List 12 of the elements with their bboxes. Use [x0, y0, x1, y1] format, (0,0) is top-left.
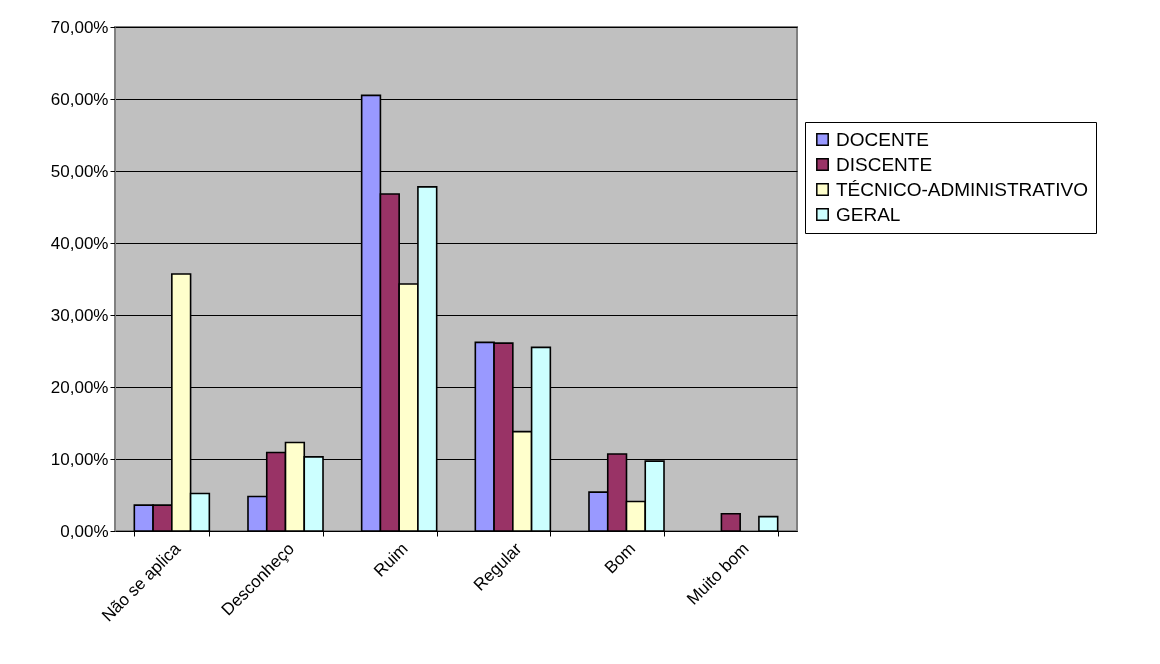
y-tick-label: 20,00% [50, 377, 109, 397]
y-tick-label: 70,00% [50, 17, 109, 37]
legend-label: GERAL [836, 203, 901, 225]
legend-label: DOCENTE [836, 128, 929, 150]
y-tick-label: 50,00% [50, 161, 109, 181]
y-tick-label: 30,00% [50, 305, 109, 325]
y-tick-label: 0,00% [60, 521, 109, 541]
y-tick-label: 60,00% [50, 89, 109, 109]
y-tick-label: 40,00% [50, 233, 109, 253]
legend-label: TÉCNICO-ADMINISTRATIVO [836, 178, 1088, 200]
legend-label: DISCENTE [836, 153, 933, 175]
y-tick-label: 10,00% [50, 449, 109, 469]
